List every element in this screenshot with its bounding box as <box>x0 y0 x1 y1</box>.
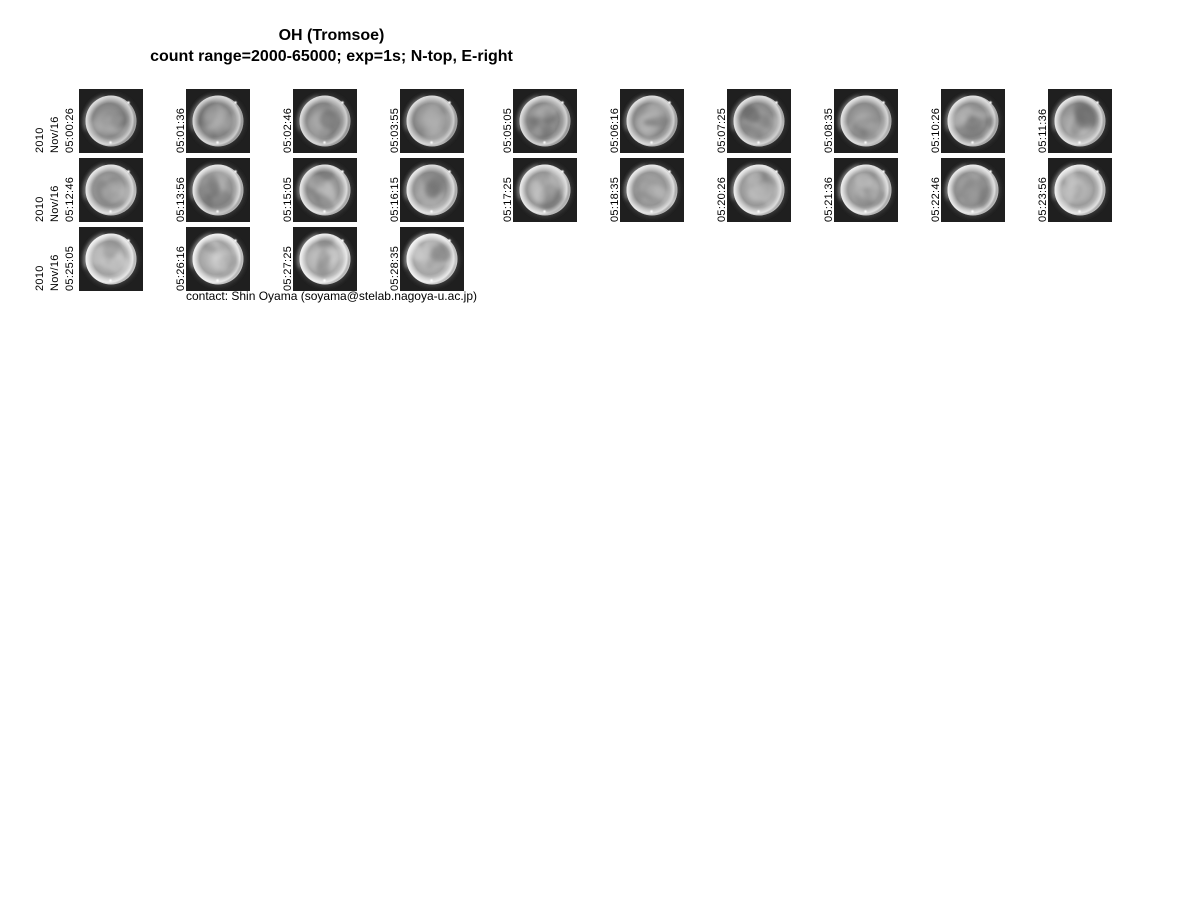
allsky-image <box>727 89 791 153</box>
allsky-image <box>79 89 143 153</box>
allsky-image <box>400 89 464 153</box>
allsky-frame[interactable] <box>513 158 577 222</box>
allsky-frame[interactable] <box>79 158 143 222</box>
allsky-image <box>79 158 143 222</box>
frame-time-label: 05:08:35 <box>823 107 835 153</box>
frame-time-label: 05:13:56 <box>175 176 187 222</box>
frame-time-label: 05:17:25 <box>502 176 514 222</box>
allsky-frame[interactable] <box>293 89 357 153</box>
frame-time-label: 05:03:55 <box>389 107 401 153</box>
allsky-frame[interactable] <box>186 227 250 291</box>
frame-time-label: 05:10:26 <box>930 107 942 153</box>
frame-time-label: 05:20:26 <box>716 176 728 222</box>
allsky-frame[interactable] <box>400 158 464 222</box>
row-label-date: Nov/16 <box>49 116 61 153</box>
row-label-year: 2010 <box>34 265 46 291</box>
allsky-image <box>400 158 464 222</box>
allsky-image <box>834 89 898 153</box>
allsky-image <box>941 158 1005 222</box>
row-label-time: 05:25:05 <box>64 245 76 291</box>
frame-time-label: 05:28:35 <box>389 245 401 291</box>
allsky-image <box>620 158 684 222</box>
frame-time-label: 05:01:36 <box>175 107 187 153</box>
allsky-frame[interactable] <box>620 158 684 222</box>
allsky-image <box>513 89 577 153</box>
allsky-image <box>293 158 357 222</box>
frame-time-label: 05:21:36 <box>823 176 835 222</box>
allsky-frame[interactable] <box>727 89 791 153</box>
frame-time-label: 05:02:46 <box>282 107 294 153</box>
contact-line: contact: Shin Oyama (soyama@stelab.nagoy… <box>186 289 477 303</box>
allsky-frame[interactable] <box>186 158 250 222</box>
allsky-image <box>1048 89 1112 153</box>
frame-time-label: 05:16:15 <box>389 176 401 222</box>
row-label-date: Nov/16 <box>49 254 61 291</box>
allsky-image <box>186 89 250 153</box>
allsky-image <box>293 89 357 153</box>
allsky-frame[interactable] <box>186 89 250 153</box>
allsky-frame[interactable] <box>79 227 143 291</box>
allsky-frame[interactable] <box>941 158 1005 222</box>
allsky-frame[interactable] <box>400 89 464 153</box>
allsky-image <box>513 158 577 222</box>
allsky-frame[interactable] <box>400 227 464 291</box>
allsky-image <box>941 89 1005 153</box>
frame-time-label: 05:07:25 <box>716 107 728 153</box>
frame-time-label: 05:06:16 <box>609 107 621 153</box>
row-label-year: 2010 <box>34 196 46 222</box>
allsky-frame[interactable] <box>834 89 898 153</box>
frame-time-label: 05:27:25 <box>282 245 294 291</box>
title-block: OH (Tromsoe) count range=2000-65000; exp… <box>0 26 663 68</box>
row-label-time: 05:00:26 <box>64 107 76 153</box>
frame-time-label: 05:15:05 <box>282 176 294 222</box>
allsky-frame[interactable] <box>727 158 791 222</box>
allsky-frame[interactable] <box>1048 89 1112 153</box>
allsky-frame[interactable] <box>293 227 357 291</box>
frame-time-label: 05:05:05 <box>502 107 514 153</box>
allsky-image <box>293 227 357 291</box>
allsky-frame[interactable] <box>941 89 1005 153</box>
allsky-frame[interactable] <box>293 158 357 222</box>
allsky-image <box>79 227 143 291</box>
allsky-frame[interactable] <box>513 89 577 153</box>
allsky-image <box>186 227 250 291</box>
allsky-frame[interactable] <box>834 158 898 222</box>
allsky-image <box>727 158 791 222</box>
frame-time-label: 05:18:35 <box>609 176 621 222</box>
allsky-image <box>620 89 684 153</box>
allsky-image <box>834 158 898 222</box>
frame-time-label: 05:26:16 <box>175 245 187 291</box>
page-title: OH (Tromsoe) <box>278 27 385 44</box>
row-label-date: Nov/16 <box>49 185 61 222</box>
frame-time-label: 05:23:56 <box>1037 176 1049 222</box>
frame-time-label: 05:11:36 <box>1037 108 1049 153</box>
allsky-image <box>400 227 464 291</box>
allsky-frame[interactable] <box>79 89 143 153</box>
allsky-image <box>186 158 250 222</box>
frame-time-label: 05:22:46 <box>930 176 942 222</box>
allsky-frame[interactable] <box>620 89 684 153</box>
allsky-image <box>1048 158 1112 222</box>
row-label-year: 2010 <box>34 127 46 153</box>
row-label-time: 05:12:46 <box>64 176 76 222</box>
page-subtitle: count range=2000-65000; exp=1s; N-top, E… <box>150 48 513 65</box>
allsky-frame[interactable] <box>1048 158 1112 222</box>
